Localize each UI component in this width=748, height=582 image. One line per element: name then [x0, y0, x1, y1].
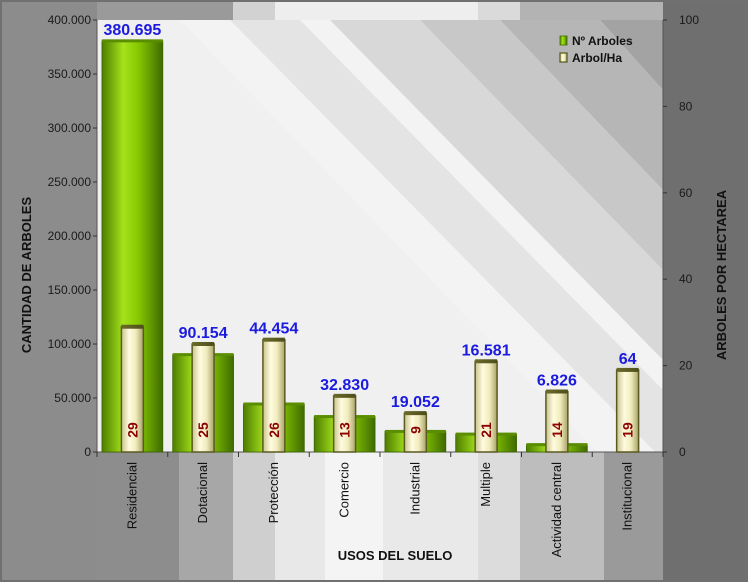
data-label-arbol-ha: 13	[337, 422, 353, 438]
left-tick-label: 350.000	[48, 67, 92, 81]
data-label-arboles: 19.052	[391, 394, 440, 411]
data-label-arboles: 44.454	[249, 321, 298, 338]
right-axis-ticks: 0 20 40 60 80 100	[663, 13, 699, 459]
data-label-arbol-ha: 14	[549, 422, 565, 438]
legend-label-arbol-ha: Arbol/Ha	[572, 51, 622, 65]
y2-axis-title: ARBOLES POR HECTAREA	[714, 189, 729, 360]
data-label-arbol-ha: 19	[620, 422, 636, 438]
right-tick-label: 60	[679, 186, 693, 200]
bar-arbol-ha-cap	[404, 411, 427, 416]
left-tick-label: 0	[84, 445, 91, 459]
data-label-arboles: 64	[619, 351, 637, 368]
left-tick-label: 250.000	[48, 175, 92, 189]
data-label-arbol-ha: 29	[124, 422, 140, 438]
data-label-arboles: 32.830	[320, 377, 369, 394]
data-label-arbol-ha: 21	[478, 422, 494, 438]
category-label: Comercio	[337, 462, 352, 518]
bar-arbol-ha	[545, 390, 569, 453]
data-label-arboles: 16.581	[462, 342, 511, 359]
data-label-arbol-ha: 25	[195, 422, 211, 438]
top-stripes	[97, 2, 663, 20]
bar-arbol-ha-cap	[545, 389, 568, 394]
legend-swatch-arboles	[559, 35, 568, 46]
category-label: Protección	[266, 462, 281, 523]
left-axis-ticks: 0 50.000 100.000 150.000 200.000 250.000 300.0…	[48, 13, 97, 459]
category-label: Residencial	[124, 462, 139, 529]
left-tick-label: 400.000	[48, 13, 92, 27]
legend-swatch-arbol-ha	[559, 52, 568, 63]
category-label: Institucional	[620, 462, 635, 531]
left-tick-label: 50.000	[54, 391, 91, 405]
data-label-arboles: 380.695	[103, 22, 161, 39]
category-label: Multiple	[478, 462, 493, 507]
legend: Nº Arboles Arbol/Ha	[559, 34, 633, 65]
legend-label-arboles: Nº Arboles	[572, 34, 633, 48]
bar-arbol-ha	[615, 369, 640, 453]
y-axis-title: CANTIDAD DE ARBOLES	[19, 197, 34, 354]
right-tick-label: 100	[679, 13, 699, 27]
category-label: Actividad central	[549, 462, 564, 557]
right-tick-label: 20	[679, 359, 693, 373]
right-tick-label: 40	[679, 272, 693, 286]
bar-arboles-cap	[101, 39, 163, 43]
data-label-arbol-ha: 26	[266, 422, 282, 438]
right-tick-label: 0	[679, 445, 686, 459]
bar-arbol-ha-cap	[121, 324, 144, 329]
right-band	[663, 2, 746, 580]
bar-arbol-ha-cap	[616, 367, 639, 372]
right-tick-label: 80	[679, 99, 693, 113]
bar-arbol-ha-cap	[475, 359, 498, 364]
data-label-arboles: 90.154	[179, 325, 228, 342]
x-axis-title: USOS DEL SUELO	[338, 548, 453, 563]
left-tick-label: 150.000	[48, 283, 92, 297]
left-tick-label: 300.000	[48, 121, 92, 135]
bar-arbol-ha-cap	[192, 342, 215, 346]
bar-arbol-ha-cap	[262, 337, 285, 342]
category-label: Industrial	[407, 462, 422, 515]
plot-background	[97, 20, 663, 452]
data-label-arboles: 6.826	[537, 373, 577, 390]
category-labels: Residencial Dotacional Protección Comercio I…	[96, 452, 664, 557]
bottom-stripes	[97, 452, 663, 580]
left-tick-label: 200.000	[48, 229, 92, 243]
bars-group: 29 380.695 25 90.154 26 44.454 13 32.830 9 19.052…	[101, 22, 640, 453]
left-tick-label: 100.000	[48, 337, 92, 351]
data-label-arbol-ha: 9	[407, 426, 423, 434]
category-label: Dotacional	[195, 462, 210, 524]
left-band	[2, 2, 97, 580]
bar-arbol-ha-cap	[333, 393, 356, 398]
